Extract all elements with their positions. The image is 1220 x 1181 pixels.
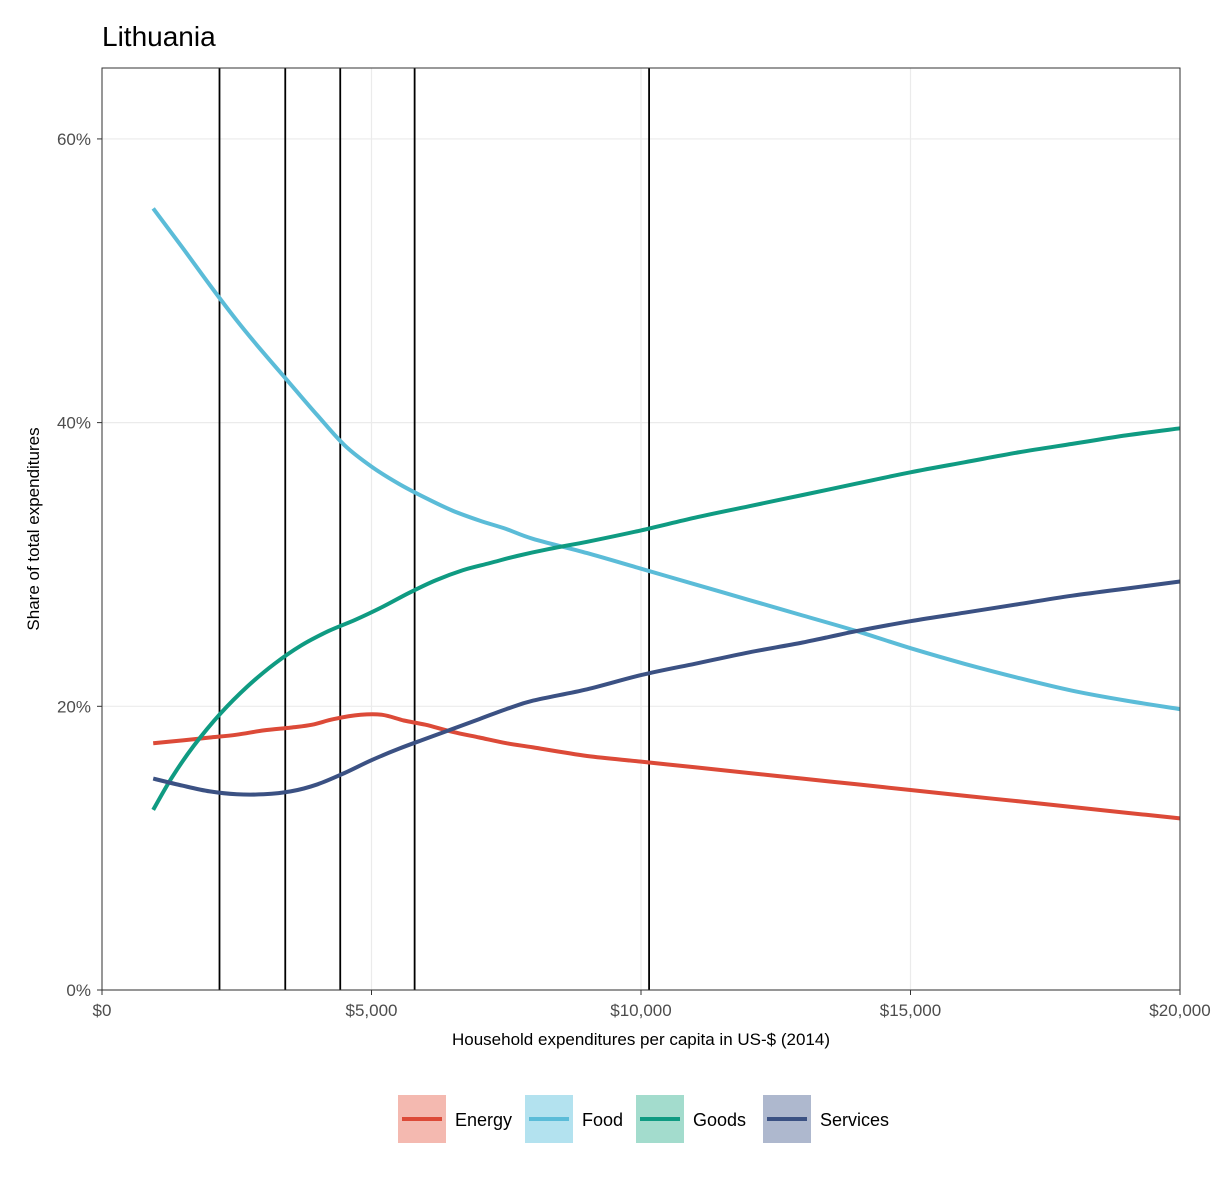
x-tick-label-4: $20,000 <box>1149 1001 1210 1020</box>
legend-label-goods: Goods <box>693 1110 746 1130</box>
x-tick-label-2: $10,000 <box>610 1001 671 1020</box>
x-tick-label-0: $0 <box>93 1001 112 1020</box>
y-tick-label-2: 40% <box>57 414 91 433</box>
legend-label-energy: Energy <box>455 1110 512 1130</box>
series-line-food <box>151 207 1181 712</box>
legend-item-services: Services <box>763 1095 889 1143</box>
legend: Energy Food Goods Services <box>398 1095 889 1143</box>
y-tick-label-1: 20% <box>57 697 91 716</box>
legend-label-services: Services <box>820 1110 889 1130</box>
legend-item-energy: Energy <box>398 1095 512 1143</box>
x-tick-label-3: $15,000 <box>880 1001 941 1020</box>
y-tick-label-0: 0% <box>66 981 91 1000</box>
series-lines <box>151 207 1181 821</box>
axis-ticks: $0 $5,000 $10,000 $15,000 $20,000 0% 20% 40% 60% <box>57 130 1211 1020</box>
x-axis-title: Household expenditures per capita in US-… <box>452 1030 830 1049</box>
chart-title: Lithuania <box>102 21 216 52</box>
x-tick-label-1: $5,000 <box>346 1001 398 1020</box>
y-tick-label-3: 60% <box>57 130 91 149</box>
reference-lines <box>218 68 650 990</box>
series-line-energy <box>152 712 1181 821</box>
series-line-services <box>152 579 1181 797</box>
legend-label-food: Food <box>582 1110 623 1130</box>
series-line-goods <box>151 426 1181 811</box>
legend-item-food: Food <box>525 1095 623 1143</box>
y-axis-title: Share of total expenditures <box>24 427 43 630</box>
legend-item-goods: Goods <box>636 1095 746 1143</box>
